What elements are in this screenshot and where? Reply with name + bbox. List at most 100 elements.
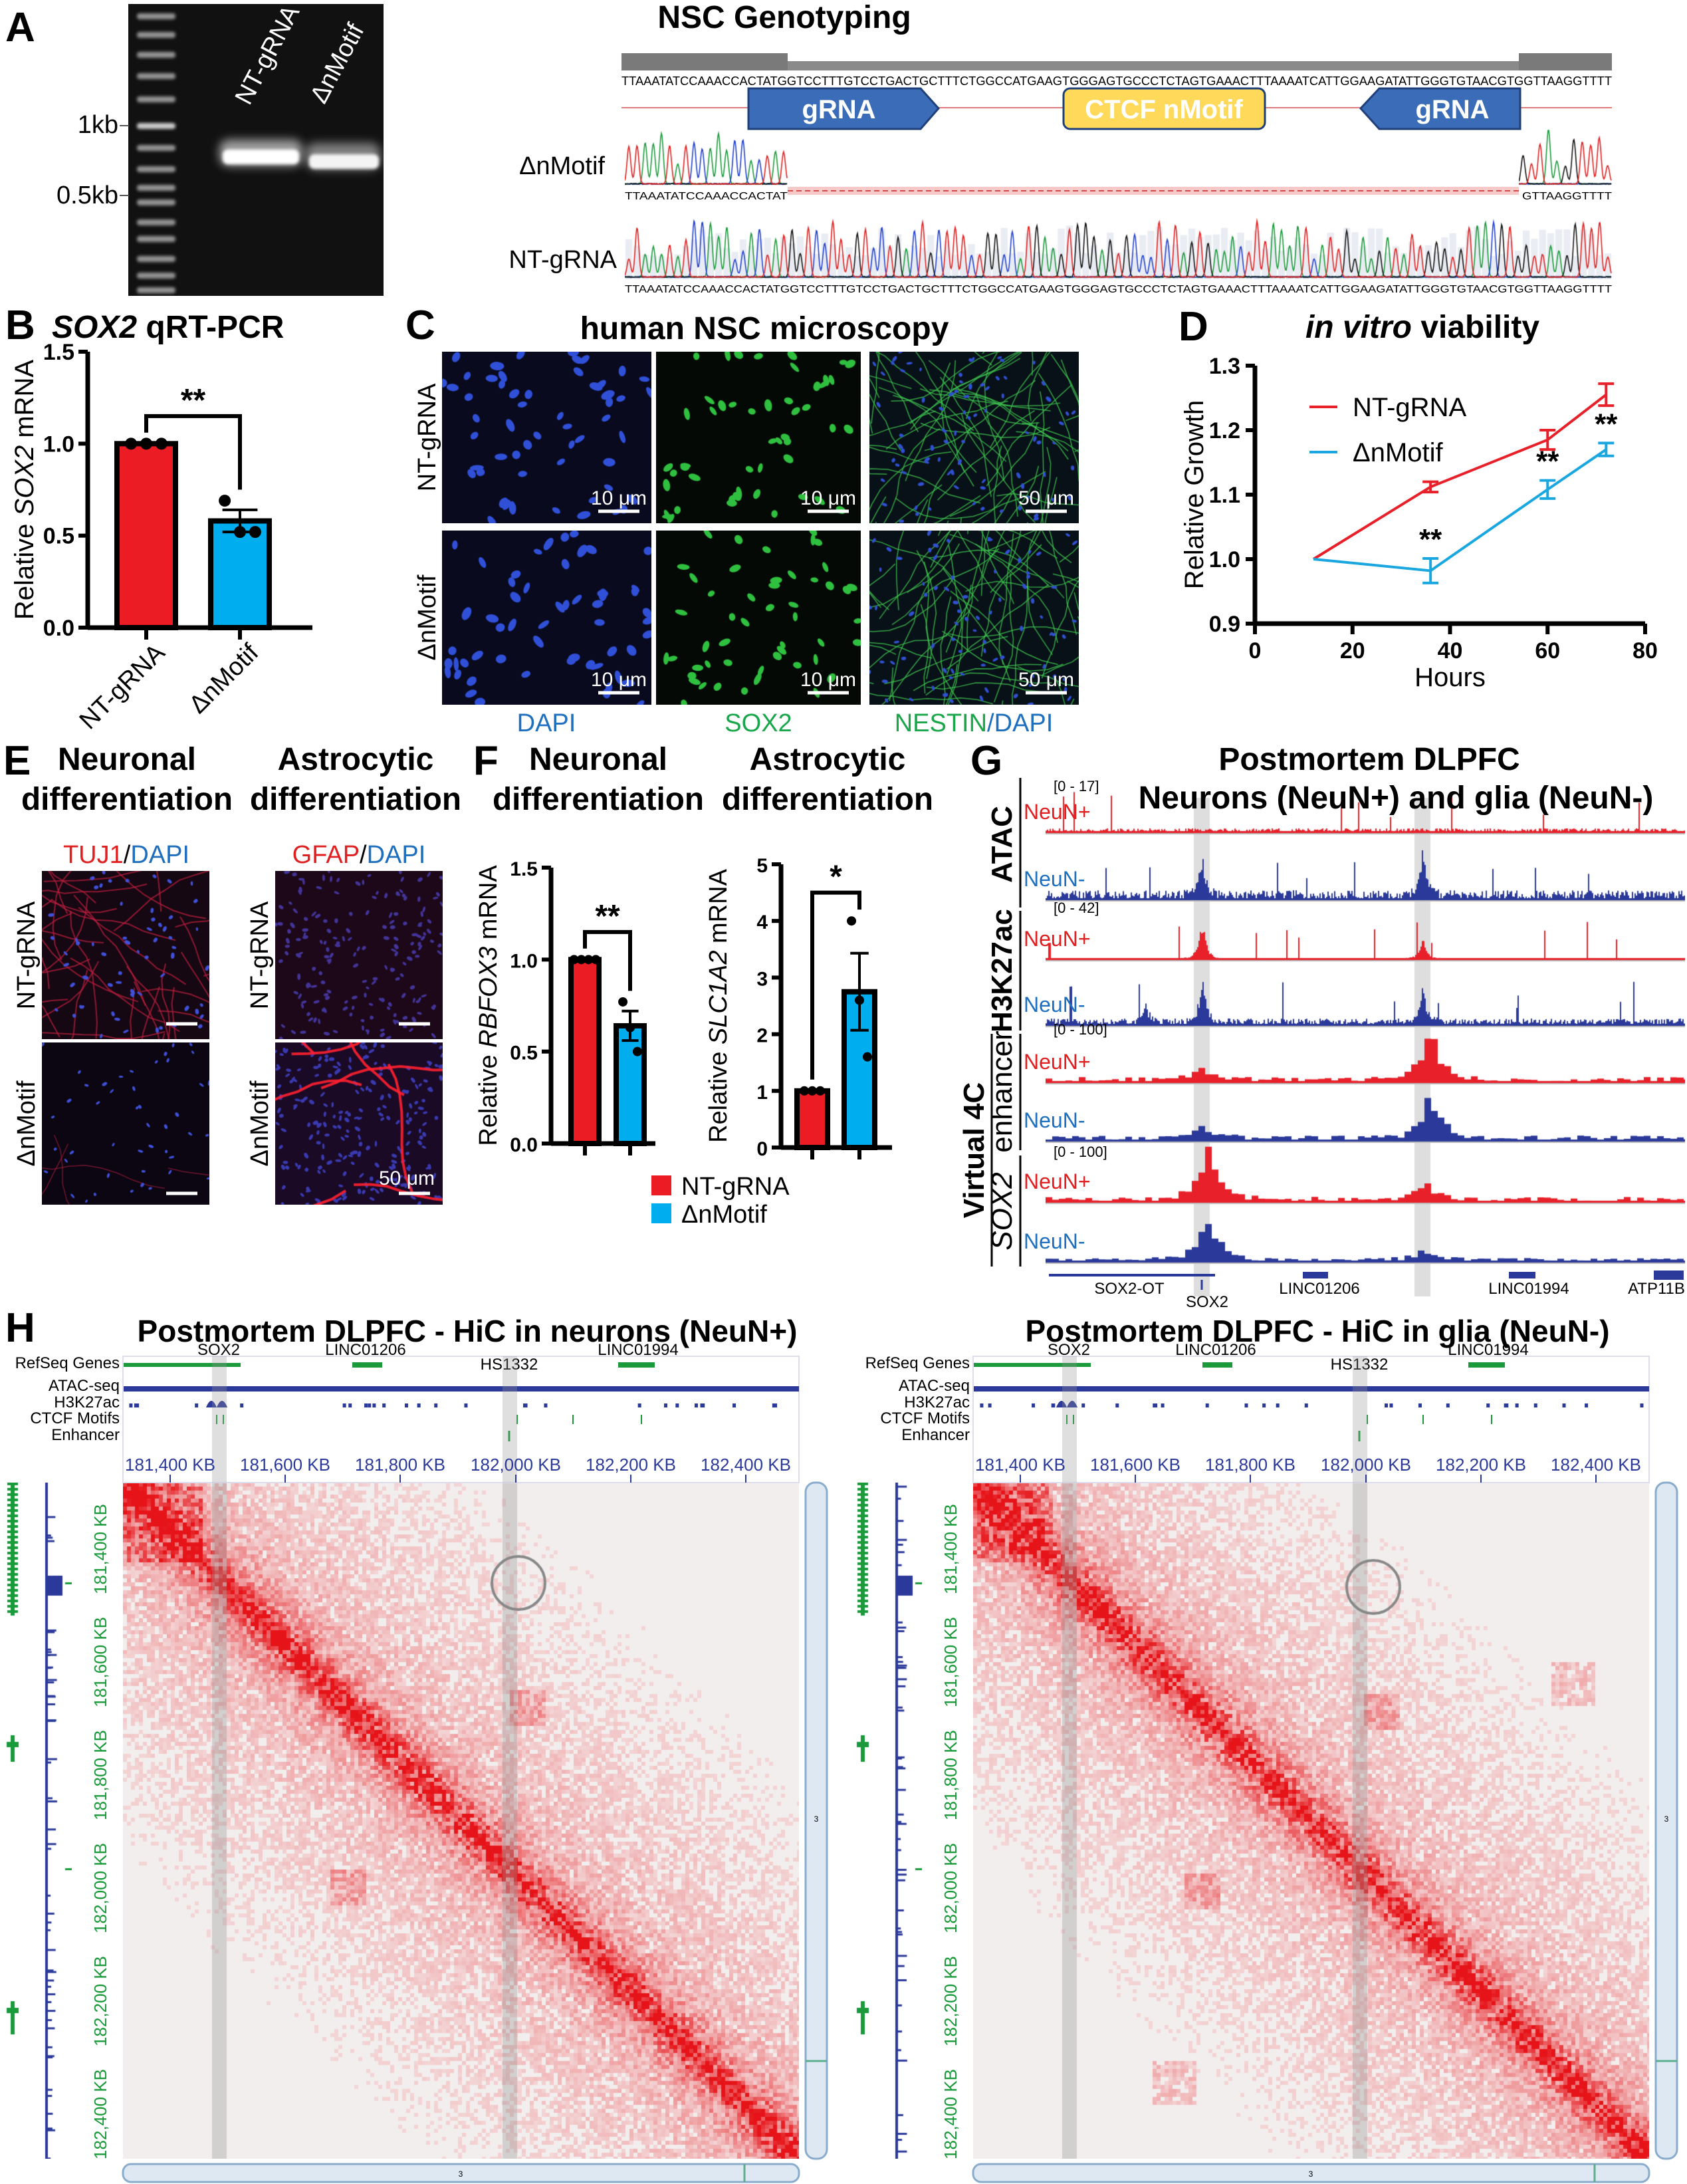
scale-bar-label: 10 μm <box>800 669 856 691</box>
hic-heatmap-glia <box>973 1483 1649 2159</box>
h3k27ac-mark <box>1161 1403 1165 1407</box>
data-point <box>800 1086 810 1096</box>
chromatogram-nt-grna <box>625 216 1612 279</box>
significance-label: ** <box>1419 523 1442 556</box>
panel-subtitle: Neurons (NeuN+) and glia (NeuN-) <box>1139 781 1654 816</box>
row-label: NT-gRNA <box>13 901 41 1009</box>
track-labels: NeuN+ NeuN- NeuN+ NeuN- NeuN+ NeuN- NeuN+ NeuN- <box>1024 800 1091 1253</box>
data-point <box>847 916 857 926</box>
kb-tick-label-vertical: 182,400 KB <box>941 2069 960 2159</box>
y-tick-label: 1.5 <box>510 858 538 880</box>
horizontal-scrollbar[interactable] <box>972 2163 1650 2183</box>
horizontal-scrollbar[interactable] <box>122 2163 800 2183</box>
h3k27ac-mark <box>1446 1403 1450 1407</box>
kb-tick-label: 181,600 KB <box>240 1455 330 1475</box>
data-point <box>584 955 594 965</box>
x-tick-label: 20 <box>1340 638 1365 664</box>
svg-text:[0 - 17]: [0 - 17] <box>1054 778 1099 794</box>
track-name: Enhancer <box>51 1426 120 1444</box>
chart-rbfox3: 0.0 0.5 1.0 1.5 ** Relative RBFOX3 mRNA <box>475 858 655 1156</box>
track-label: NeuN- <box>1024 867 1085 891</box>
x-tick-label: 60 <box>1535 638 1560 664</box>
track-label: NeuN+ <box>1024 800 1091 824</box>
y-tick-label: 5 <box>756 855 768 877</box>
h3k27ac-mark <box>368 1403 372 1407</box>
genome-tracks <box>1046 771 1685 1296</box>
kb-tick-label: 182,200 KB <box>586 1455 676 1475</box>
significance-label: ** <box>1536 445 1559 478</box>
micro-nestin-nt <box>869 352 1079 523</box>
vertical-scrollbar[interactable] <box>1654 1481 1678 2160</box>
feature-grna-right: gRNA <box>1359 87 1521 130</box>
ladder-band <box>137 256 175 262</box>
kb-tick-label: 182,000 KB <box>1321 1455 1411 1475</box>
scale-bar-label: 10 μm <box>591 487 647 509</box>
h3k27ac-mark <box>772 1403 776 1407</box>
significance-bracket <box>583 929 632 991</box>
h3k27ac-mark <box>732 1403 736 1407</box>
panel-letter: E <box>3 738 31 784</box>
track-name: ATAC-seq <box>899 1377 970 1395</box>
track-name: CTCF Motifs <box>880 1409 970 1427</box>
bar-1 <box>614 1023 647 1147</box>
micro-dapi-dm <box>442 531 651 705</box>
panel-title: differentiation <box>21 782 233 817</box>
micro-dapi-nt <box>442 352 651 523</box>
y-tick-label: 1 <box>756 1082 768 1104</box>
ladder-band <box>137 185 175 191</box>
y-tick-label: 1.0 <box>510 950 538 972</box>
gel-ladder <box>137 13 175 293</box>
h3k27ac-mark <box>1640 1403 1644 1407</box>
kb-tick-label-vertical: 181,600 KB <box>941 1617 960 1707</box>
kb-tick-label-vertical: 182,200 KB <box>90 1956 110 2046</box>
significance-bracket <box>144 414 242 490</box>
row-label: ΔnMotif <box>413 574 441 660</box>
legend-label: NT-gRNA <box>1353 393 1466 422</box>
panel-letter: D <box>1179 304 1208 350</box>
legend-label: NT-gRNA <box>681 1173 790 1201</box>
panel-letter: F <box>473 738 499 784</box>
trace-label: ΔnMotif <box>519 152 605 180</box>
h3k27ac-mark <box>1418 1403 1422 1407</box>
column-label-sox2: SOX2 <box>725 709 792 737</box>
panel-g: G Postmortem DLPFC Neurons (NeuN+) and g… <box>958 738 1685 1311</box>
x-tick-label: 40 <box>1438 638 1463 664</box>
micro-gfap-dm <box>275 1042 443 1205</box>
gene-label: LINC01206 <box>325 1341 405 1359</box>
marker-label: 1kb <box>78 111 118 139</box>
gene-label: HS1332 <box>1331 1356 1389 1374</box>
data-point <box>591 955 601 965</box>
kb-tick-label-vertical: 182,000 KB <box>941 1843 960 1933</box>
track-name: RefSeq Genes <box>15 1354 120 1372</box>
feature-ctcf-nmotif: CTCF nMotif <box>1062 87 1266 130</box>
ladder-band <box>137 287 175 293</box>
kb-tick-label: 182,400 KB <box>1551 1455 1641 1475</box>
significance-label: * <box>830 860 842 895</box>
hic-title: Postmortem DLPFC - HiC in neurons (NeuN+… <box>138 1314 798 1348</box>
series-line-1 <box>1313 448 1607 572</box>
panel-letter: H <box>5 1305 35 1351</box>
svg-text:CTCF nMotif: CTCF nMotif <box>1085 95 1243 124</box>
panel-title: Neuronal <box>529 742 667 777</box>
panel-title: differentiation <box>250 782 461 817</box>
h3k27ac-mark <box>1505 1403 1509 1407</box>
micro-nestin-dm <box>869 531 1079 705</box>
panel-title: human NSC microscopy <box>580 311 949 346</box>
hic-panel-glia: Postmortem DLPFC - HiC in glia (NeuN-) Re… <box>865 1314 1678 2183</box>
bar-0 <box>794 1088 830 1151</box>
group-labels: ATAC H3K27ac enhancer SOX2 Virtual 4C <box>958 778 1022 1267</box>
panel-title: in vitro viability <box>1305 310 1539 345</box>
panel-letter: A <box>5 5 35 51</box>
kb-tick-label: 181,800 KB <box>355 1455 445 1475</box>
panel-title: Postmortem DLPFC <box>1218 742 1519 777</box>
panel-title: NSC Genotyping <box>657 0 911 35</box>
data-point <box>618 997 628 1007</box>
track-label: NeuN- <box>1024 1229 1085 1253</box>
svg-text:SOX2: SOX2 <box>986 1172 1018 1250</box>
h3k27ac-mark <box>1385 1403 1389 1407</box>
scale-bar-label: 50 μm <box>1018 669 1074 691</box>
track-label: NeuN- <box>1024 1108 1085 1132</box>
chart-sox2-qrtpcr: 0.0 0.5 1.0 1.5 NT-gRNA ΔnMotif ** Relative SOX… <box>10 340 312 735</box>
micro-tuj1-dm <box>42 1042 209 1205</box>
vertical-scrollbar[interactable] <box>804 1481 828 2160</box>
